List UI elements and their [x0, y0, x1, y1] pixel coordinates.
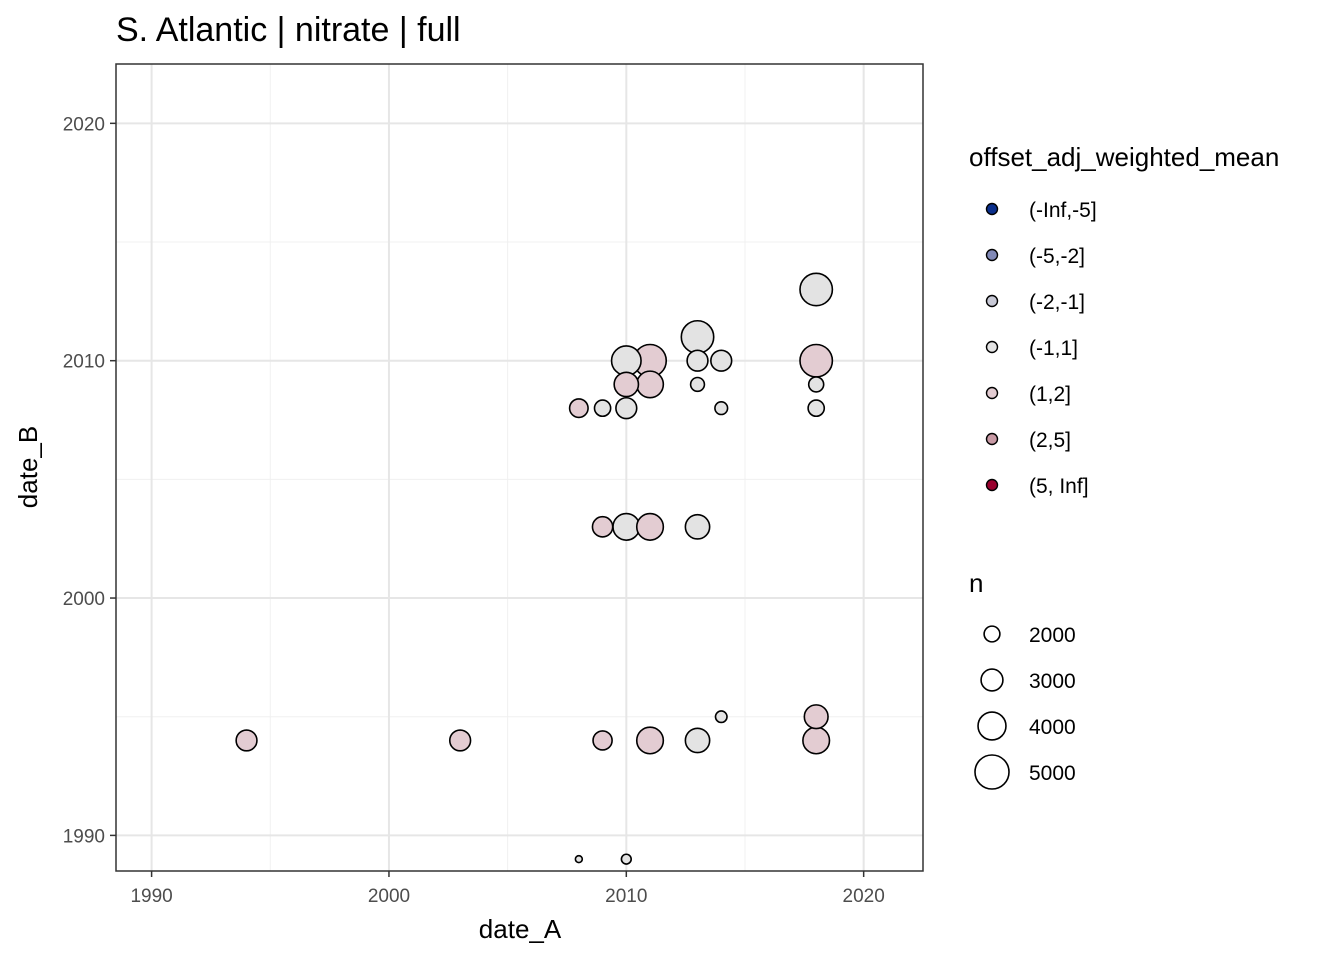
data-point	[235, 729, 258, 752]
color-legend-label: (5, Inf]	[1029, 475, 1089, 498]
color-legend-key	[985, 248, 999, 262]
data-point	[592, 730, 613, 751]
color-legend-key	[985, 202, 999, 216]
color-legend: offset_adj_weighted_mean (-Inf,-5] (-5,-2…	[969, 142, 1279, 498]
color-legend-label: (2,5]	[1029, 429, 1071, 452]
color-legend-label: (-1,1]	[1029, 337, 1078, 360]
data-point	[620, 853, 632, 865]
x-tick-label: 2010	[605, 886, 647, 907]
data-point	[591, 515, 614, 538]
y-tick-label: 2000	[63, 589, 105, 610]
color-legend-key	[985, 478, 999, 492]
data-point	[710, 349, 733, 372]
data-point	[568, 398, 589, 419]
size-legend-label: 4000	[1029, 716, 1076, 739]
chart-title: S. Atlantic | nitrate | full	[116, 11, 461, 49]
data-point	[635, 370, 665, 399]
data-point	[574, 854, 584, 864]
x-tick-label: 2000	[368, 886, 410, 907]
size-legend-label: 2000	[1029, 624, 1076, 647]
y-tick-label: 2010	[63, 352, 105, 373]
data-point	[448, 729, 472, 752]
y-tick-label: 2020	[63, 114, 105, 135]
data-point	[803, 704, 829, 730]
data-point	[680, 319, 715, 354]
data-point	[684, 513, 711, 540]
size-legend-label: 3000	[1029, 670, 1076, 693]
data-point	[593, 399, 612, 418]
data-point	[807, 376, 825, 393]
color-legend-label: (-5,-2]	[1029, 245, 1085, 268]
x-tick-label: 1990	[130, 886, 172, 907]
size-legend-key	[983, 625, 1001, 643]
x-axis: 1990 2000 2010 2020	[130, 871, 885, 907]
plot-panel	[115, 63, 924, 872]
color-legend-label: (1,2]	[1029, 383, 1071, 406]
panel-border	[115, 63, 924, 872]
size-legend-label: 5000	[1029, 762, 1076, 785]
color-legend-key	[985, 386, 999, 400]
size-legend-title: n	[969, 568, 983, 598]
data-point	[714, 710, 728, 724]
size-legend-key	[977, 711, 1007, 741]
y-axis: 1990 2000 2010 2020	[63, 114, 116, 847]
data-point	[799, 272, 834, 307]
data-point	[807, 399, 826, 418]
x-tick-label: 2020	[843, 886, 885, 907]
data-point	[684, 727, 711, 754]
x-axis-title: date_A	[479, 914, 562, 944]
panel-background	[116, 64, 923, 871]
y-axis-title: date_B	[13, 426, 43, 508]
y-tick-label: 1990	[63, 826, 105, 847]
data-point	[615, 396, 638, 420]
size-legend-key	[974, 754, 1010, 790]
color-legend-title: offset_adj_weighted_mean	[969, 142, 1279, 172]
data-point	[799, 343, 834, 378]
color-legend-label: (-Inf,-5]	[1029, 199, 1097, 222]
size-legend-key	[980, 668, 1004, 692]
data-point	[635, 726, 665, 755]
data-point	[714, 401, 729, 416]
size-legend: n 2000 3000 4000 5000	[969, 568, 1076, 790]
color-legend-key	[985, 432, 999, 446]
data-point	[612, 512, 641, 541]
data-point	[635, 512, 665, 541]
color-legend-key	[985, 294, 999, 308]
data-point	[686, 349, 709, 372]
data-point	[613, 371, 640, 398]
color-legend-label: (-2,-1]	[1029, 291, 1085, 314]
color-legend-key	[985, 340, 999, 354]
data-point	[802, 726, 831, 755]
data-point	[689, 376, 706, 393]
data-point	[610, 345, 642, 377]
